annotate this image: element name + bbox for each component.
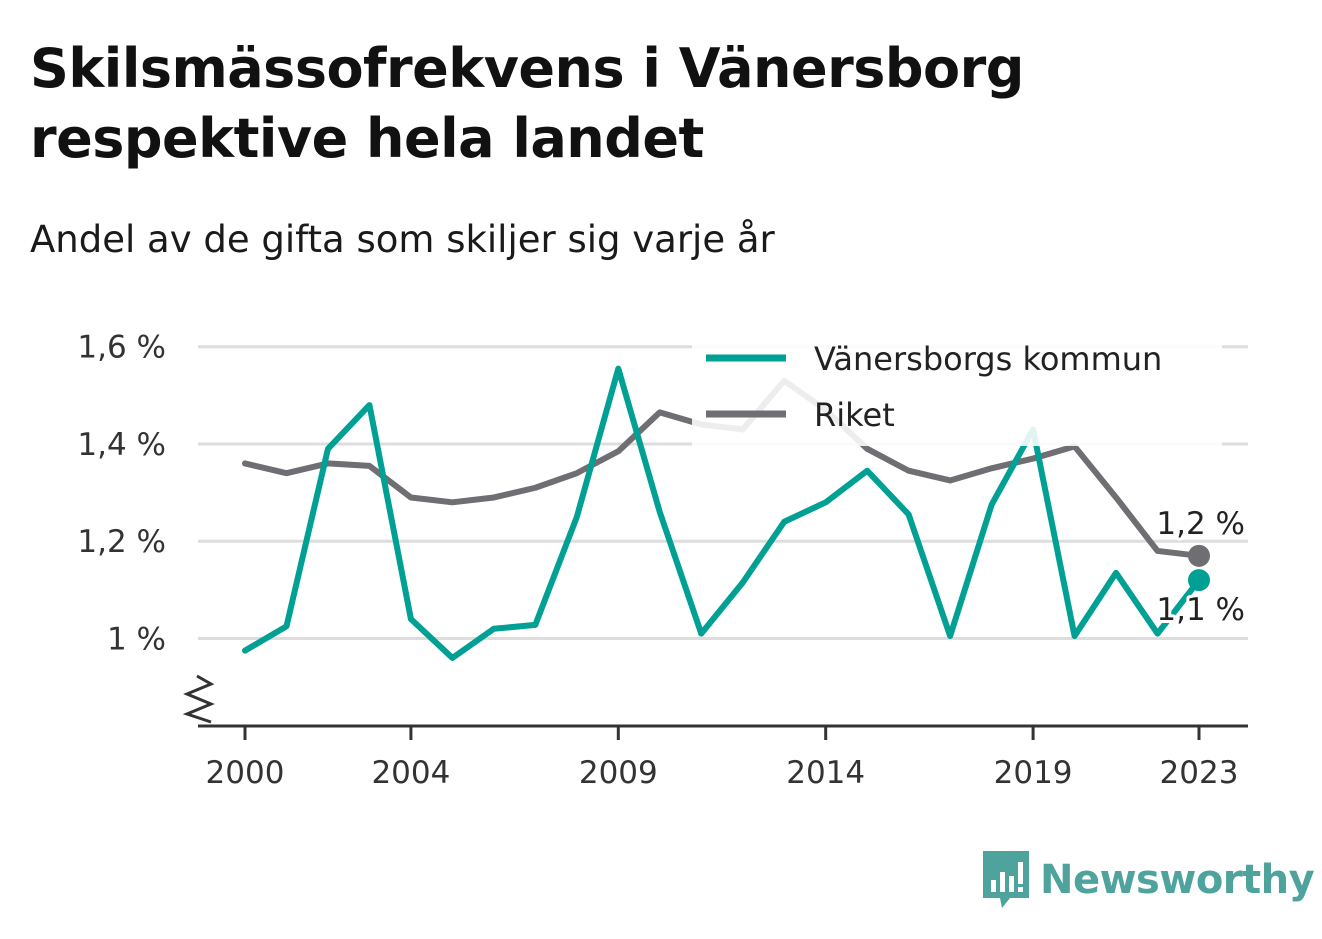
y-tick-label: 1 % — [107, 621, 166, 657]
end-point-vanersborg — [1188, 569, 1210, 592]
x-axis: 2000 2004 2009 2014 2019 2023 — [182, 674, 1248, 791]
chart-subtitle: Andel av de gifta som skiljer sig varje … — [30, 218, 775, 261]
y-tick-label: 1,2 % — [77, 524, 166, 560]
end-labels: 1,1 %1,1 %1,2 %1,2 % — [1153, 503, 1248, 631]
x-tick-label: 2023 — [1160, 755, 1239, 791]
x-tick-label: 2019 — [994, 755, 1073, 791]
series-line-vanersborg — [242, 365, 1202, 661]
end-label-halo: 1,1 % — [1156, 592, 1245, 628]
end-label: 1,1 % — [1156, 592, 1245, 628]
x-tick-label: 2004 — [371, 755, 450, 791]
end-point-riket — [1188, 544, 1210, 567]
brand-name: Newsworthy — [1040, 857, 1315, 903]
legend-label: Vänersborgs kommun — [814, 340, 1162, 378]
x-tick-label: 2009 — [579, 755, 658, 791]
x-tick-label: 2014 — [786, 755, 865, 791]
chart-title: Skilsmässofrekvens i Vänersborg respekti… — [30, 37, 1024, 170]
legend-label: Riket — [814, 396, 895, 434]
newsworthy-icon — [983, 851, 1029, 908]
end-label: 1,2 % — [1156, 506, 1245, 542]
end-label-halo: 1,2 % — [1156, 506, 1245, 542]
y-tick-label: 1,6 % — [77, 330, 166, 366]
newsworthy-logo: Newsworthy — [980, 848, 1315, 912]
legend-background — [692, 336, 1222, 446]
axis-break-icon — [182, 674, 215, 724]
x-tick-label: 2000 — [206, 755, 285, 791]
y-tick-label: 1,4 % — [77, 427, 166, 463]
legend: Vänersborgs kommun Riket — [692, 336, 1222, 446]
y-axis-labels: 1 % 1,2 % 1,4 % 1,6 % — [77, 330, 166, 658]
